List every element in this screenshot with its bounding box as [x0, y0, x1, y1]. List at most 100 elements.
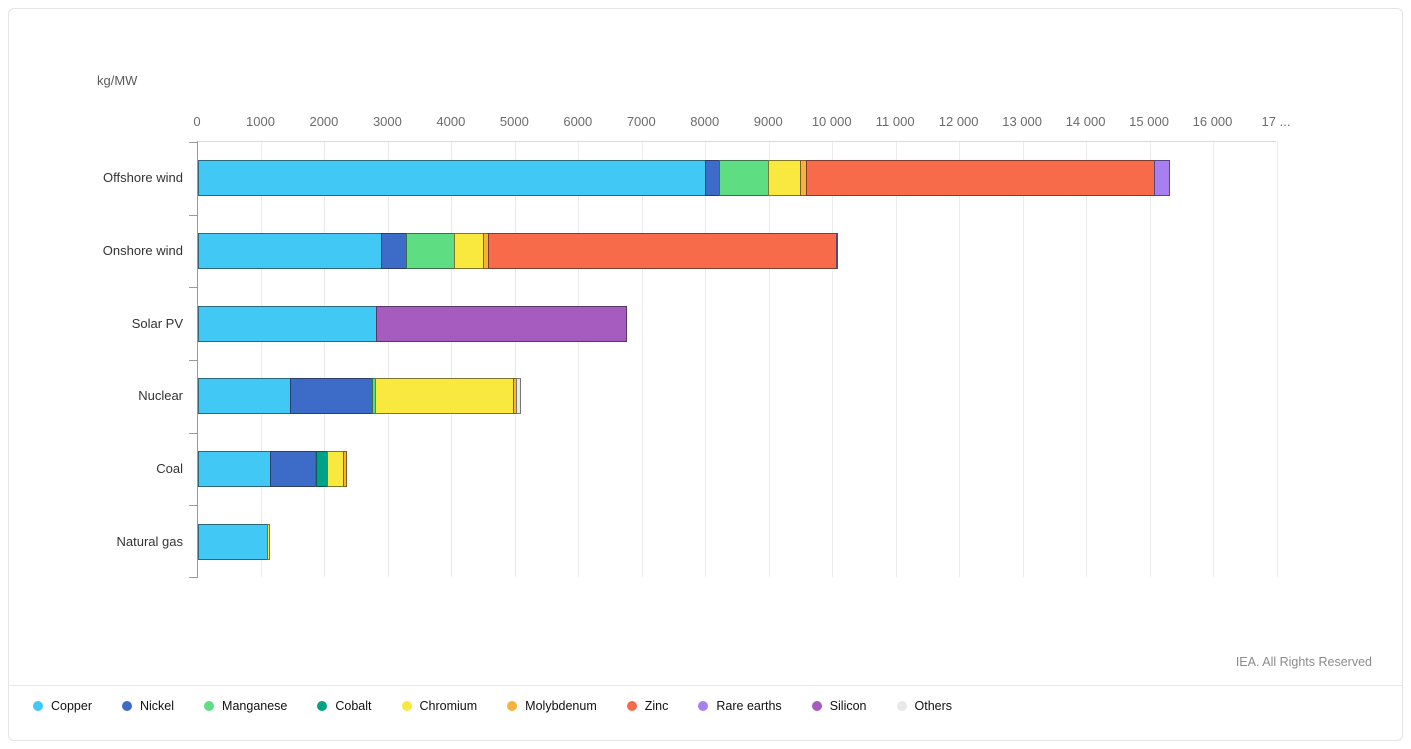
bar-segment-chromium[interactable]	[768, 160, 802, 197]
bar-segment-copper[interactable]	[198, 450, 271, 487]
y-axis-tick	[189, 360, 198, 361]
gridline	[641, 142, 643, 577]
legend-swatch	[626, 701, 637, 711]
gridline	[832, 142, 834, 577]
x-axis: 0 1000 2000 3000 4000 5000 6000 7000 8000 9000 10 …	[193, 114, 1290, 132]
x-tick-label: 8000	[690, 114, 720, 129]
bar-segment-nickel[interactable]	[704, 160, 720, 197]
x-tick-label: 9000	[753, 114, 783, 129]
y-axis-tick	[189, 142, 198, 143]
legend-label: Manganese	[222, 699, 288, 713]
bar-segment-zinc[interactable]	[806, 160, 1156, 197]
legend-label: Chromium	[419, 699, 478, 713]
bar-segment-copper[interactable]	[198, 378, 292, 415]
legend-swatch	[204, 701, 215, 711]
bar-row	[198, 360, 1276, 433]
legend-divider	[9, 685, 1402, 686]
bar-segment-nickel[interactable]	[381, 232, 407, 269]
gridline	[959, 142, 961, 577]
legend: Copper Nickel Manganese Cobalt Chromium Molyb…	[33, 699, 1382, 713]
bar-segment-nickel[interactable]	[269, 450, 316, 487]
bar-segment-rare-earths[interactable]	[836, 232, 839, 269]
chart-card: kg/MW 0 1000 2000 3000 4000 5000 6000 7000 8000 9…	[8, 8, 1403, 741]
x-tick-label: 2000	[309, 114, 339, 129]
copyright-text: IEA. All Rights Reserved	[1235, 655, 1372, 669]
legend-item-rare-earths[interactable]: Rare earths	[698, 699, 782, 713]
legend-label: Nickel	[140, 699, 175, 713]
bar-row	[198, 215, 1276, 288]
gridline	[324, 142, 326, 577]
stacked-bar	[198, 450, 347, 487]
legend-item-copper[interactable]: Copper	[33, 699, 92, 713]
bar-row	[198, 505, 1276, 578]
gridline	[514, 142, 516, 577]
legend-label: Cobalt	[335, 699, 372, 713]
gridline	[705, 142, 707, 577]
bar-segment-copper[interactable]	[198, 160, 706, 197]
plot-area: Offshore wind Onshore wind Solar PV Nuclear…	[103, 141, 1278, 578]
stacked-bar	[198, 160, 1170, 197]
legend-item-cobalt[interactable]: Cobalt	[317, 699, 372, 713]
bar-segment-rare-earths[interactable]	[1154, 160, 1170, 197]
stacked-bar	[198, 305, 627, 342]
x-tick-label: 13 000	[1002, 114, 1042, 129]
legend-item-nickel[interactable]: Nickel	[122, 699, 174, 713]
legend-label: Rare earths	[716, 699, 782, 713]
y-axis-tick	[189, 432, 198, 434]
bar-segment-zinc[interactable]	[488, 232, 838, 269]
x-tick-label: 5000	[499, 114, 529, 129]
bar-segment-manganese[interactable]	[405, 232, 456, 269]
gridline	[578, 142, 580, 577]
stacked-bar	[198, 523, 270, 560]
bar-segment-copper[interactable]	[198, 305, 378, 342]
x-tick-label: 10 000	[811, 114, 852, 129]
bar-segment-silicon[interactable]	[376, 305, 627, 342]
bar-segment-chromium[interactable]	[374, 378, 514, 415]
bar-segment-molybdenum[interactable]	[342, 450, 347, 487]
legend-swatch	[507, 701, 518, 711]
y-axis-label: Offshore wind	[103, 170, 183, 186]
x-tick-label: 6000	[563, 114, 593, 129]
gridline	[1213, 142, 1215, 577]
bar-segment-chromium[interactable]	[327, 450, 344, 487]
x-tick-label: 1000	[246, 114, 275, 129]
legend-swatch	[698, 701, 709, 711]
bar-segment-nickel[interactable]	[290, 378, 373, 415]
y-axis-tick	[189, 505, 198, 507]
unit-label: kg/MW	[97, 73, 138, 88]
legend-swatch	[896, 701, 907, 711]
legend-swatch	[401, 701, 412, 711]
y-axis-tick	[189, 214, 198, 216]
gridline	[451, 142, 453, 577]
legend-item-silicon[interactable]: Silicon	[811, 699, 867, 713]
legend-item-zinc[interactable]: Zinc	[626, 699, 668, 713]
legend-item-others[interactable]: Others	[896, 699, 953, 713]
gridline	[895, 142, 897, 577]
bar-segment-copper[interactable]	[198, 232, 383, 269]
legend-label: Molybdenum	[525, 699, 597, 713]
bar-segment-others[interactable]	[516, 378, 522, 415]
bar-row	[198, 287, 1276, 360]
legend-label: Copper	[51, 699, 92, 713]
gridline	[387, 142, 389, 577]
bar-segment-chromium[interactable]	[266, 523, 270, 560]
y-axis-label: Onshore wind	[102, 243, 183, 258]
x-tick-label: 3000	[372, 114, 402, 129]
legend-item-molybdenum[interactable]: Molybdenum	[507, 699, 597, 713]
x-tick-label: 12 000	[938, 114, 979, 129]
gridline	[1149, 142, 1151, 577]
bar-segment-copper[interactable]	[198, 523, 268, 560]
bar-segment-chromium[interactable]	[454, 232, 485, 269]
x-tick-label: 14 000	[1065, 114, 1106, 129]
bar-segment-manganese[interactable]	[718, 160, 770, 197]
legend-swatch	[33, 701, 43, 711]
legend-item-chromium[interactable]: Chromium	[401, 699, 478, 713]
x-tick-label: 11 000	[875, 114, 915, 129]
x-tick-label: 15 000	[1129, 114, 1169, 129]
legend-label: Silicon	[829, 699, 867, 713]
legend-item-manganese[interactable]: Manganese	[204, 699, 287, 713]
legend-label: Others	[914, 699, 953, 713]
y-axis-tick	[189, 287, 198, 289]
y-axis-label: Coal	[156, 461, 183, 476]
y-axis-tick	[189, 577, 198, 578]
